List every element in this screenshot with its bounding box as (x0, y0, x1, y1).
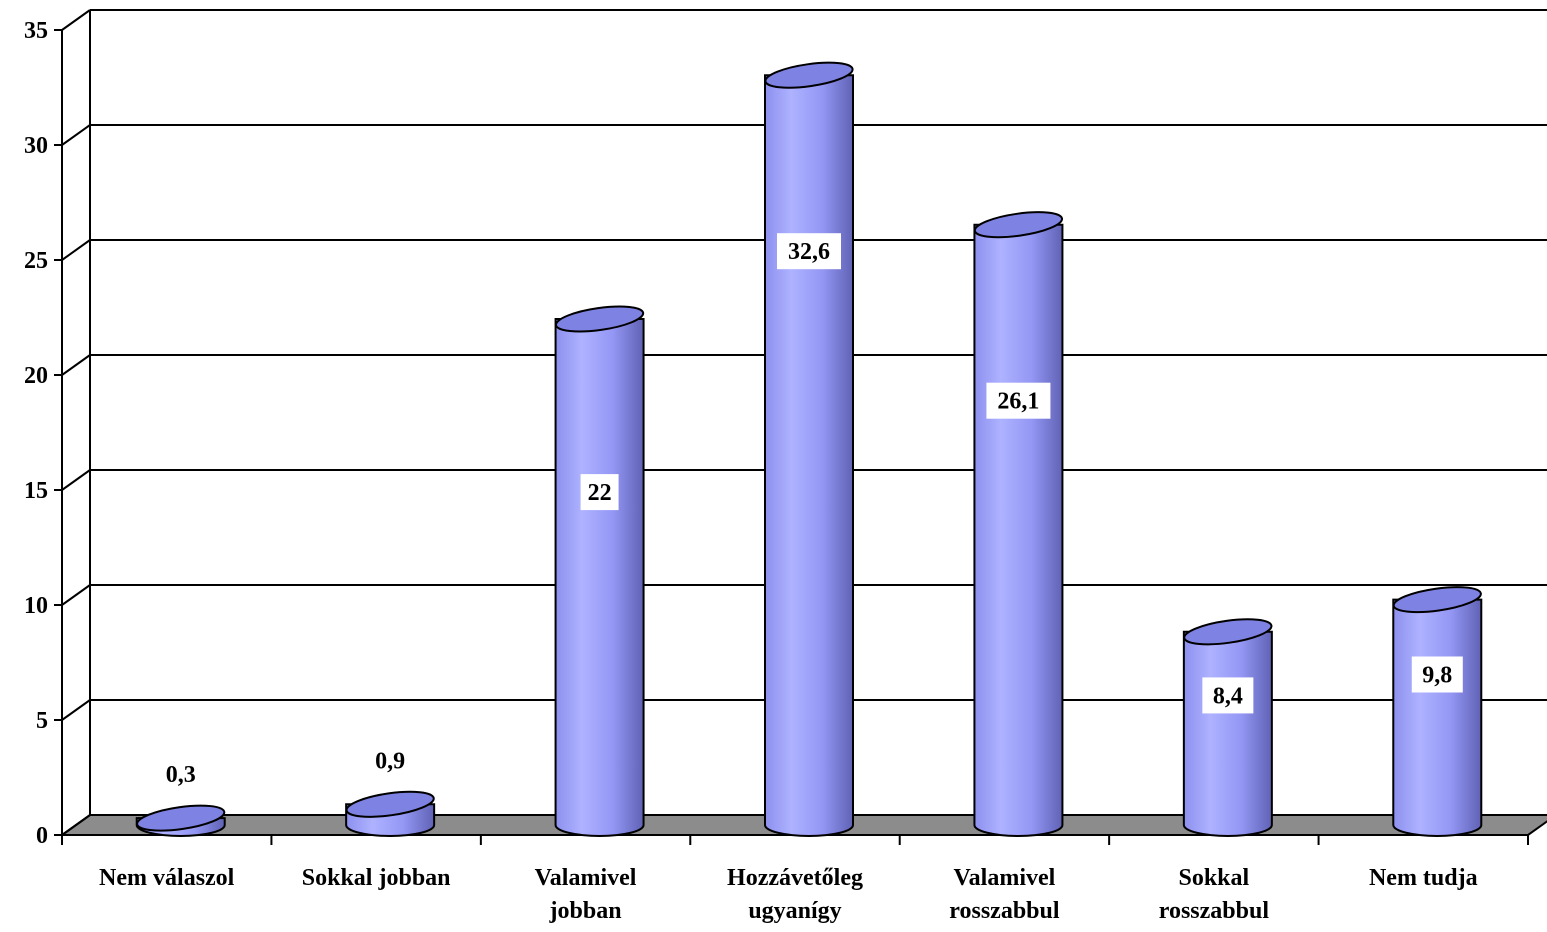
category-label-line: jobban (549, 898, 622, 924)
category-label-2: Valamivel jobban (535, 865, 637, 924)
y-depth-20 (61, 354, 91, 376)
category-label-4: Valamivel rosszabbul (949, 865, 1060, 924)
bar-top (1183, 618, 1273, 646)
bar-top (1392, 586, 1482, 614)
bar-2 (554, 305, 645, 837)
data-label-4: 26,1 (986, 382, 1051, 419)
bar-3 (764, 61, 854, 837)
category-label-0: Nem válaszol (99, 865, 235, 891)
bar-body (1182, 630, 1273, 837)
bar-1 (345, 790, 436, 837)
data-label-bg (1202, 677, 1254, 714)
data-label-text: 32,6 (788, 239, 830, 265)
y-tick-label: 10 (24, 593, 48, 619)
y-tick-label: 25 (24, 248, 48, 274)
bar-top (764, 61, 854, 89)
bar-top (136, 804, 226, 832)
y-tick-label: 20 (24, 363, 48, 389)
category-label-line: Sokkal (1178, 865, 1249, 891)
bar-body (764, 74, 854, 837)
y-depth-25 (61, 239, 91, 261)
data-label-2: 22 (580, 474, 619, 511)
bar-4 (973, 211, 1064, 838)
category-label-3: Hozzávetőleg ugyanígy (727, 865, 863, 924)
data-label-text: 0,9 (375, 748, 405, 774)
y-tick-label: 30 (24, 133, 48, 159)
category-labels: Nem válaszol Sokkal jobban Valamivel jobban… (99, 865, 1478, 924)
data-label-text: 26,1 (997, 389, 1039, 415)
category-label-line: rosszabbul (949, 898, 1060, 924)
bar-body (1392, 598, 1483, 837)
y-tick-label: 5 (36, 708, 48, 734)
bar-body (554, 318, 645, 837)
data-label-bg (1411, 656, 1463, 693)
category-label-line: Sokkal jobban (302, 865, 451, 891)
category-label-line: Nem tudja (1369, 865, 1478, 891)
bar-top (554, 305, 645, 333)
data-label-6: 9,8 (1411, 656, 1463, 693)
data-label-text: 0,3 (166, 762, 196, 788)
y-tick-label: 35 (24, 18, 48, 44)
data-label-bg (580, 474, 619, 511)
y-depth-15 (61, 469, 91, 491)
y-depth-35 (61, 9, 91, 31)
data-label-text: 22 (588, 480, 612, 506)
category-label-line: Hozzávetőleg (727, 865, 863, 891)
data-label-text: 9,8 (1422, 662, 1452, 688)
data-label-3: 32,6 (777, 233, 841, 270)
y-depth-5 (61, 699, 91, 721)
y-tick-label: 0 (36, 823, 48, 849)
y-depth-30 (61, 124, 91, 146)
y-depth-10 (61, 584, 91, 606)
bar-0 (135, 804, 226, 837)
category-label-5: Sokkal rosszabbul (1159, 865, 1270, 924)
category-label-line: Nem válaszol (99, 865, 235, 891)
bars (135, 61, 1483, 838)
data-labels: 0,3 0,9 22 32,6 26,1 8,4 9,8 (166, 233, 1463, 788)
data-label-0: 0,3 (166, 762, 196, 788)
data-label-1: 0,9 (375, 748, 405, 774)
bar-6 (1392, 586, 1483, 837)
y-depth-0 (61, 814, 91, 836)
bar-top (973, 211, 1064, 239)
category-label-line: Valamivel (535, 865, 637, 891)
bar-body (973, 223, 1064, 838)
category-label-6: Nem tudja (1369, 865, 1478, 891)
bar-top (345, 790, 435, 818)
data-label-text: 8,4 (1213, 683, 1243, 709)
category-label-line: rosszabbul (1159, 898, 1270, 924)
y-tick-label: 15 (24, 478, 48, 504)
category-label-line: ugyanígy (748, 898, 841, 924)
category-label-1: Sokkal jobban (302, 865, 451, 891)
data-label-bg (986, 382, 1051, 419)
data-label-5: 8,4 (1202, 677, 1254, 714)
category-label-line: Valamivel (954, 865, 1056, 891)
bar-5 (1182, 618, 1273, 837)
data-label-bg (777, 233, 841, 270)
